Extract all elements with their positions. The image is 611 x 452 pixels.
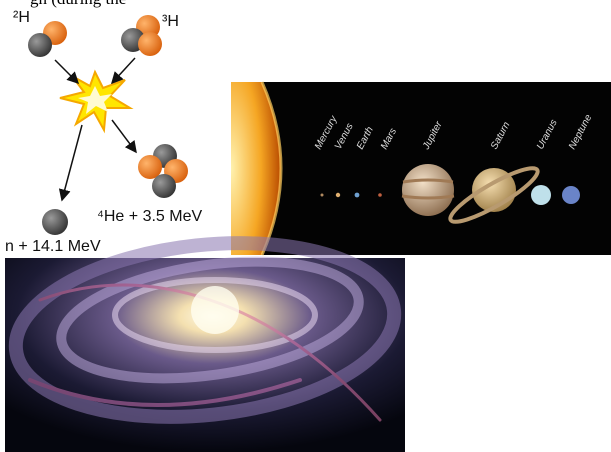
tritium-label: ³H xyxy=(162,13,179,30)
deuterium-label: ²H xyxy=(13,9,30,26)
top-text: gh (during the xyxy=(30,0,126,8)
neutron-label: n + 14.1 MeV xyxy=(5,238,101,255)
fusion-diagram: ²H ³H ⁴He + 3.5 MeV n + 14.1 MeV xyxy=(5,9,202,255)
galaxy-image xyxy=(5,236,405,452)
helium-label: ⁴He + 3.5 MeV xyxy=(97,208,202,225)
solar-system-image xyxy=(231,81,611,256)
